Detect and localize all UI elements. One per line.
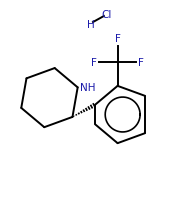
Text: H: H [87,19,95,29]
Text: F: F [138,58,144,68]
Text: F: F [115,34,121,44]
Text: Cl: Cl [101,10,112,20]
Text: NH: NH [80,83,95,93]
Text: F: F [91,58,97,68]
